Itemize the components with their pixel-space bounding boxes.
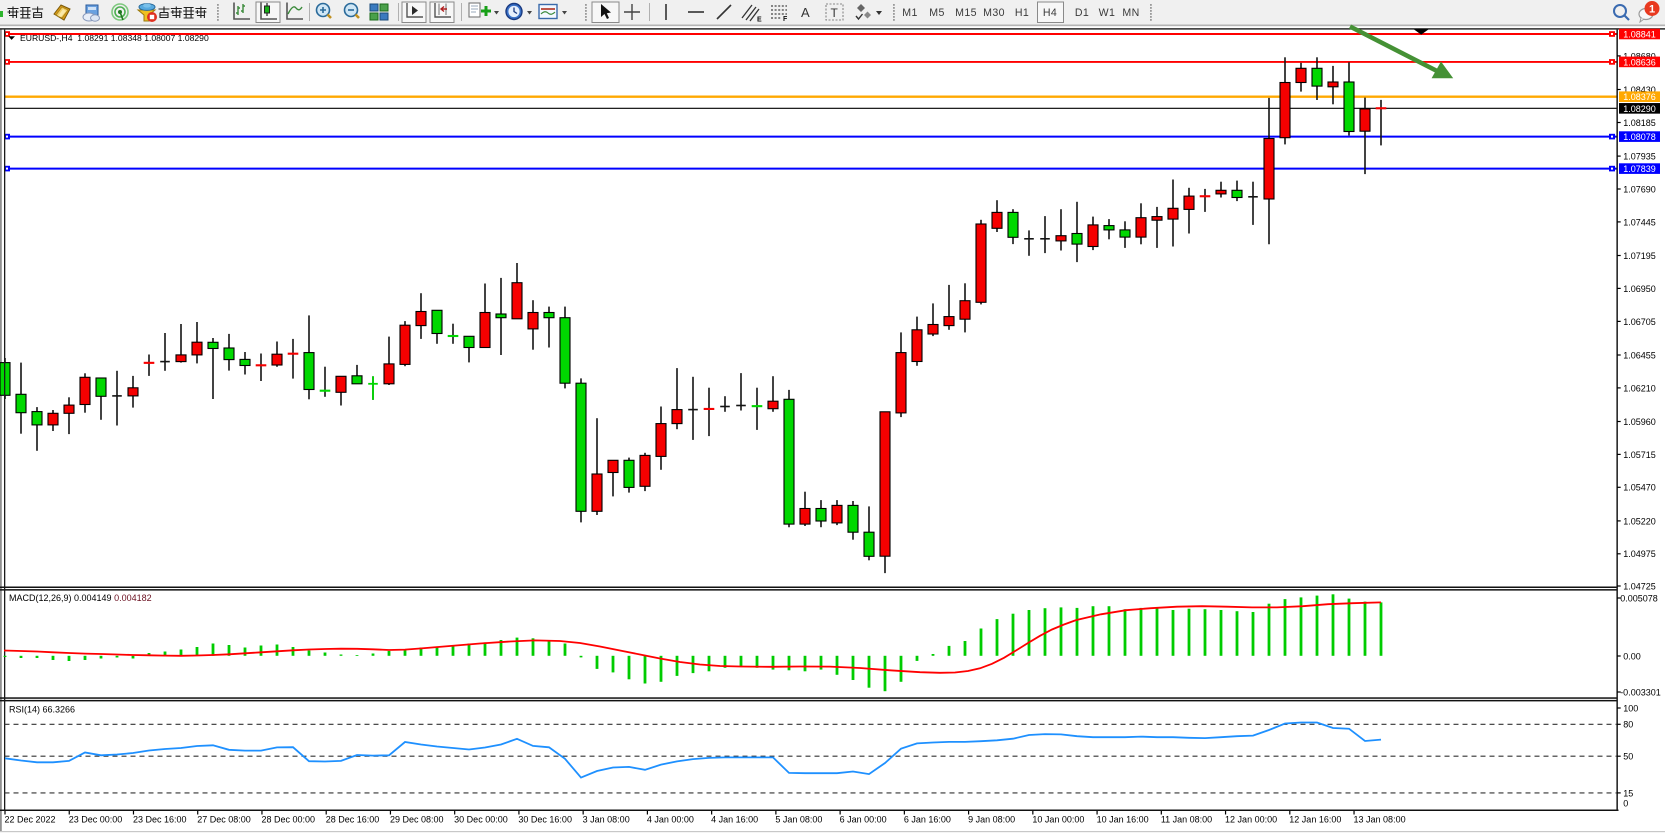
svg-text:0: 0	[1623, 798, 1628, 808]
svg-text:1.08290: 1.08290	[1623, 104, 1656, 114]
svg-text:F: F	[783, 16, 788, 23]
svg-text:H1: H1	[1015, 7, 1029, 19]
svg-text:100: 100	[1623, 703, 1638, 713]
svg-text:MN: MN	[1122, 7, 1139, 19]
svg-text:1.06455: 1.06455	[1623, 350, 1656, 360]
svg-text:1.08680: 1.08680	[1623, 51, 1656, 61]
svg-text:27 Dec 08:00: 27 Dec 08:00	[197, 814, 251, 824]
svg-text:H4: H4	[1043, 7, 1057, 19]
svg-text:23 Dec 16:00: 23 Dec 16:00	[133, 814, 187, 824]
svg-text:0.005078: 0.005078	[1620, 593, 1658, 603]
svg-text:11 Jan 08:00: 11 Jan 08:00	[1161, 814, 1212, 824]
svg-text:3 Jan 08:00: 3 Jan 08:00	[583, 814, 630, 824]
svg-text:M30: M30	[983, 7, 1005, 19]
svg-text:1.08430: 1.08430	[1623, 85, 1656, 95]
svg-text:1.06210: 1.06210	[1623, 383, 1656, 393]
svg-text:1.05220: 1.05220	[1623, 516, 1656, 526]
svg-text:T: T	[831, 6, 839, 20]
svg-text:29 Dec 08:00: 29 Dec 08:00	[390, 814, 444, 824]
svg-text:1.07839: 1.07839	[1623, 164, 1656, 174]
svg-text:10 Jan 00:00: 10 Jan 00:00	[1032, 814, 1084, 824]
svg-text:10 Jan 16:00: 10 Jan 16:00	[1097, 814, 1149, 824]
svg-text:6 Jan 00:00: 6 Jan 00:00	[840, 814, 887, 824]
svg-text:9 Jan 08:00: 9 Jan 08:00	[968, 814, 1015, 824]
svg-text:1.04975: 1.04975	[1623, 549, 1656, 559]
svg-text:4 Jan 00:00: 4 Jan 00:00	[647, 814, 694, 824]
svg-text:1: 1	[1649, 4, 1655, 16]
svg-text:6 Jan 16:00: 6 Jan 16:00	[904, 814, 951, 824]
svg-text:1.07935: 1.07935	[1623, 152, 1656, 162]
svg-text:1.05715: 1.05715	[1623, 450, 1656, 460]
svg-text:28 Dec 00:00: 28 Dec 00:00	[261, 814, 315, 824]
svg-text:E: E	[757, 17, 762, 24]
svg-text:M1: M1	[902, 7, 918, 19]
svg-text:1.07195: 1.07195	[1623, 251, 1656, 261]
svg-text:1.08636: 1.08636	[1623, 57, 1656, 67]
svg-text:5 Jan 08:00: 5 Jan 08:00	[775, 814, 822, 824]
svg-text:1.06950: 1.06950	[1623, 284, 1656, 294]
svg-text:22 Dec 2022: 22 Dec 2022	[5, 814, 56, 824]
svg-text:28 Dec 16:00: 28 Dec 16:00	[326, 814, 380, 824]
svg-text:MACD(12,26,9) 0.004149 0.00418: MACD(12,26,9) 0.004149 0.004182	[9, 593, 152, 603]
svg-text:1.05960: 1.05960	[1623, 417, 1656, 427]
svg-text:1.07445: 1.07445	[1623, 217, 1656, 227]
svg-text:0.00: 0.00	[1623, 651, 1641, 661]
svg-text:12 Jan 16:00: 12 Jan 16:00	[1289, 814, 1341, 824]
svg-text:80: 80	[1623, 720, 1633, 730]
svg-text:1.07690: 1.07690	[1623, 184, 1656, 194]
svg-text:15: 15	[1623, 788, 1633, 798]
svg-text:50: 50	[1623, 752, 1633, 762]
svg-text:M5: M5	[929, 7, 945, 19]
svg-text:1.05470: 1.05470	[1623, 483, 1656, 493]
svg-text:13 Jan 08:00: 13 Jan 08:00	[1354, 814, 1406, 824]
svg-text:EURUSD-,H4 1.08291 1.08348 1.: EURUSD-,H4 1.08291 1.08348 1.08007 1.082…	[20, 33, 209, 43]
svg-text:W1: W1	[1099, 7, 1116, 19]
svg-text:1.08185: 1.08185	[1623, 118, 1656, 128]
svg-text:-0.003301: -0.003301	[1620, 687, 1661, 697]
svg-text:30 Dec 00:00: 30 Dec 00:00	[454, 814, 508, 824]
svg-text:M15: M15	[955, 7, 977, 19]
svg-text:23 Dec 00:00: 23 Dec 00:00	[69, 814, 123, 824]
svg-text:12 Jan 00:00: 12 Jan 00:00	[1225, 814, 1277, 824]
svg-text:1.08078: 1.08078	[1623, 132, 1656, 142]
svg-text:30 Dec 16:00: 30 Dec 16:00	[518, 814, 572, 824]
svg-text:1.04725: 1.04725	[1623, 581, 1656, 591]
svg-text:RSI(14) 66.3266: RSI(14) 66.3266	[9, 705, 75, 715]
svg-text:1.08841: 1.08841	[1623, 29, 1656, 39]
svg-text:A: A	[801, 5, 810, 20]
svg-text:D1: D1	[1075, 7, 1089, 19]
svg-text:1.08376: 1.08376	[1623, 92, 1656, 102]
svg-text:1.06705: 1.06705	[1623, 317, 1656, 327]
svg-text:4 Jan 16:00: 4 Jan 16:00	[711, 814, 758, 824]
